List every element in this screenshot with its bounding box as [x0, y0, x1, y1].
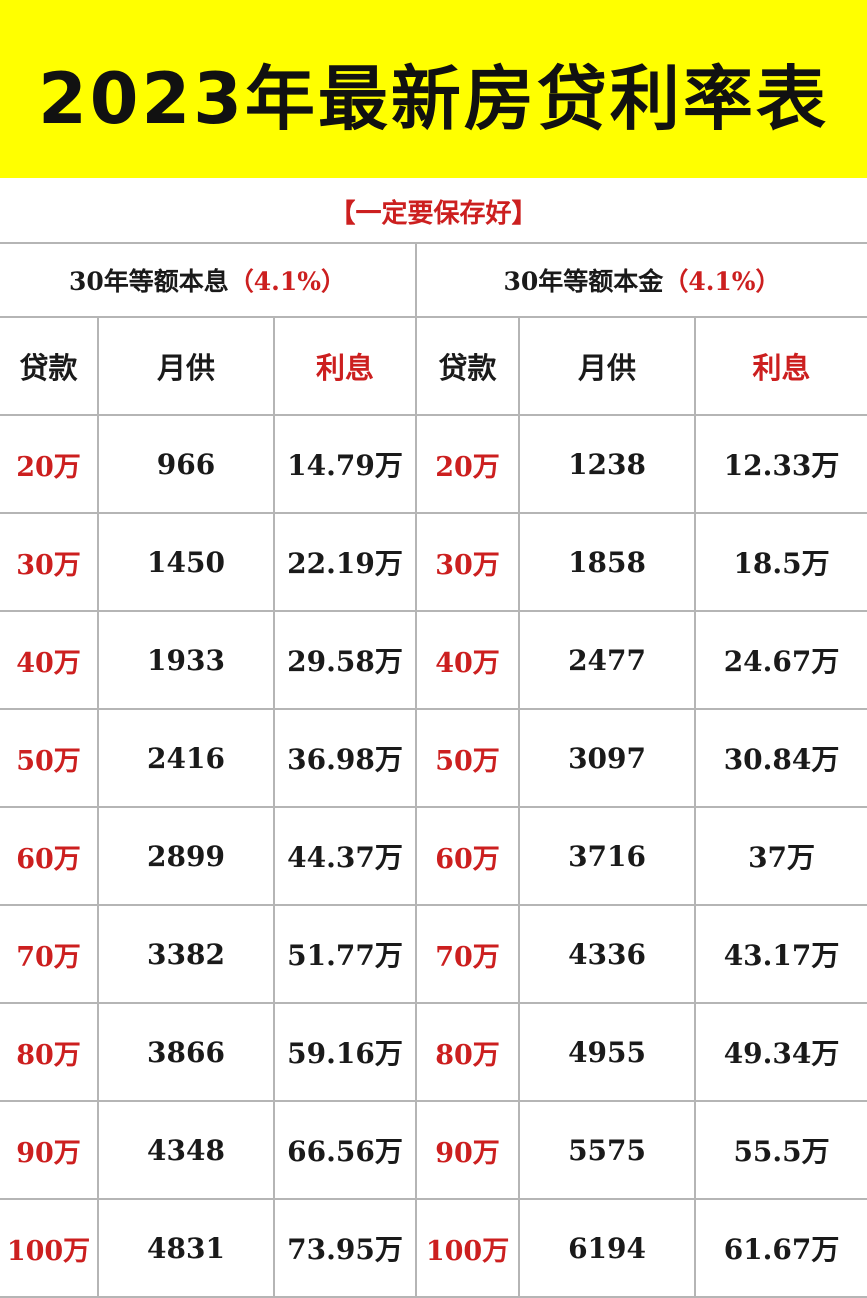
- loan-amount-cell: 40万: [0, 610, 99, 710]
- loan-amount-cell: 60万: [415, 806, 521, 906]
- table-row: 20万 966 14.79万 20万 1238 12.33万: [0, 414, 867, 514]
- interest-cell: 49.34万: [694, 1002, 867, 1102]
- loan-amount-cell: 50万: [415, 708, 521, 808]
- monthly-payment-cell: 966: [97, 414, 275, 514]
- monthly-payment-cell: 2416: [97, 708, 275, 808]
- interest-cell: 51.77万: [272, 904, 418, 1004]
- group-rate: （4.1%）: [663, 267, 781, 296]
- interest-cell: 44.37万: [272, 806, 418, 906]
- loan-amount-cell: 100万: [415, 1198, 521, 1298]
- loan-amount-cell: 30万: [415, 512, 521, 612]
- title-banner: 2023年最新房贷利率表: [0, 0, 867, 178]
- interest-cell: 37万: [694, 806, 867, 906]
- monthly-payment-cell: 5575: [518, 1100, 697, 1200]
- interest-cell: 30.84万: [694, 708, 867, 808]
- interest-cell: 22.19万: [272, 512, 418, 612]
- interest-cell: 36.98万: [272, 708, 418, 808]
- interest-cell: 43.17万: [694, 904, 867, 1004]
- monthly-payment-cell: 6194: [518, 1198, 697, 1298]
- loan-amount-cell: 20万: [0, 414, 99, 514]
- interest-cell: 24.67万: [694, 610, 867, 710]
- interest-cell: 61.67万: [694, 1198, 867, 1298]
- column-header-loan: 贷款: [0, 316, 99, 416]
- monthly-payment-cell: 3716: [518, 806, 697, 906]
- monthly-payment-cell: 3382: [97, 904, 275, 1004]
- interest-cell: 18.5万: [694, 512, 867, 612]
- monthly-payment-cell: 3097: [518, 708, 697, 808]
- monthly-payment-cell: 2477: [518, 610, 697, 710]
- table-body: 20万 966 14.79万 20万 1238 12.33万 30万 1450 22.19万 30…: [0, 414, 867, 1298]
- loan-amount-cell: 90万: [415, 1100, 521, 1200]
- loan-amount-cell: 20万: [415, 414, 521, 514]
- loan-amount-cell: 50万: [0, 708, 99, 808]
- interest-cell: 29.58万: [272, 610, 418, 710]
- monthly-payment-cell: 4336: [518, 904, 697, 1004]
- loan-amount-cell: 40万: [415, 610, 521, 710]
- group-rate: （4.1%）: [228, 267, 347, 296]
- monthly-payment-cell: 1858: [518, 512, 697, 612]
- column-header-monthly: 月供: [97, 316, 275, 416]
- table-row: 100万 4831 73.95万 100万 6194 61.67万: [0, 1198, 867, 1298]
- page-title: 2023年最新房贷利率表: [38, 57, 829, 140]
- loan-amount-cell: 80万: [0, 1002, 99, 1102]
- interest-cell: 12.33万: [694, 414, 867, 514]
- monthly-payment-cell: 3866: [97, 1002, 275, 1102]
- interest-cell: 14.79万: [272, 414, 418, 514]
- loan-amount-cell: 100万: [0, 1198, 99, 1298]
- save-reminder: 【一定要保存好】: [329, 198, 538, 229]
- interest-cell: 59.16万: [272, 1002, 418, 1102]
- monthly-payment-cell: 1933: [97, 610, 275, 710]
- column-header-loan: 贷款: [415, 316, 521, 416]
- interest-cell: 55.5万: [694, 1100, 867, 1200]
- monthly-payment-cell: 4955: [518, 1002, 697, 1102]
- monthly-payment-cell: 2899: [97, 806, 275, 906]
- column-header-interest: 利息: [694, 316, 867, 416]
- table-row: 90万 4348 66.56万 90万 5575 55.5万: [0, 1100, 867, 1200]
- column-header-row: 贷款 月供 利息 贷款 月供 利息: [0, 316, 867, 416]
- loan-amount-cell: 30万: [0, 512, 99, 612]
- group-name: 30年等额本金: [503, 267, 664, 296]
- monthly-payment-cell: 1238: [518, 414, 697, 514]
- mortgage-rate-table: 30年等额本息（4.1%） 30年等额本金（4.1%） 贷款 月供 利息 贷款 …: [0, 242, 867, 1298]
- table-row: 80万 3866 59.16万 80万 4955 49.34万: [0, 1002, 867, 1102]
- loan-amount-cell: 80万: [415, 1002, 521, 1102]
- group-name: 30年等额本息: [68, 267, 229, 296]
- group-header-equal-payment: 30年等额本息（4.1%）: [0, 242, 418, 318]
- table-row: 40万 1933 29.58万 40万 2477 24.67万: [0, 610, 867, 710]
- interest-cell: 66.56万: [272, 1100, 418, 1200]
- table-row: 60万 2899 44.37万 60万 3716 37万: [0, 806, 867, 906]
- loan-amount-cell: 90万: [0, 1100, 99, 1200]
- group-header-row: 30年等额本息（4.1%） 30年等额本金（4.1%）: [0, 242, 867, 318]
- loan-amount-cell: 70万: [0, 904, 99, 1004]
- monthly-payment-cell: 1450: [97, 512, 275, 612]
- table-row: 70万 3382 51.77万 70万 4336 43.17万: [0, 904, 867, 1004]
- column-header-monthly: 月供: [518, 316, 697, 416]
- group-header-equal-principal: 30年等额本金（4.1%）: [415, 242, 867, 318]
- loan-amount-cell: 70万: [415, 904, 521, 1004]
- table-row: 30万 1450 22.19万 30万 1858 18.5万: [0, 512, 867, 612]
- monthly-payment-cell: 4348: [97, 1100, 275, 1200]
- loan-amount-cell: 60万: [0, 806, 99, 906]
- table-row: 50万 2416 36.98万 50万 3097 30.84万: [0, 708, 867, 808]
- interest-cell: 73.95万: [272, 1198, 418, 1298]
- column-header-interest: 利息: [272, 316, 418, 416]
- monthly-payment-cell: 4831: [97, 1198, 275, 1298]
